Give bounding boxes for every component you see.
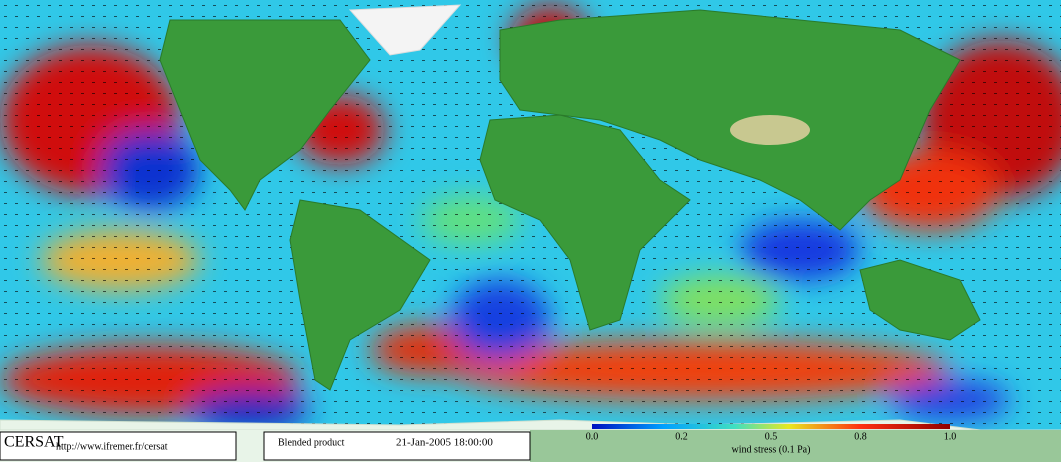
logo: CERSAT bbox=[4, 434, 64, 451]
url: http://www.ifremer.fr/cersat bbox=[56, 441, 168, 452]
product: Blended product bbox=[278, 437, 345, 448]
info-box-left: CERSAT http://www.ifremer.fr/cersat bbox=[0, 431, 237, 461]
colorbar-tick-label: 1.0 bbox=[944, 431, 957, 442]
datetime: 21-Jan-2005 18:00:00 bbox=[396, 437, 493, 449]
colorbar-tick-label: 0.5 bbox=[765, 431, 778, 442]
colorbar: wind stress (0.1 Pa) 0.0 0.2 0.5 0.8 1.0 bbox=[586, 424, 957, 455]
colorbar-title: wind stress (0.1 Pa) bbox=[732, 444, 811, 455]
colorbar-tick-label: 0.0 bbox=[586, 431, 599, 442]
land bbox=[0, 4, 1061, 441]
antarctica bbox=[530, 430, 1061, 462]
colorbar-tick-label: 0.8 bbox=[854, 431, 867, 442]
info-box-right: Blended product 21-Jan-2005 18:00:00 bbox=[263, 431, 531, 461]
colorbar-tick-label: 0.2 bbox=[675, 431, 688, 442]
colorbar-gradient bbox=[592, 424, 950, 429]
